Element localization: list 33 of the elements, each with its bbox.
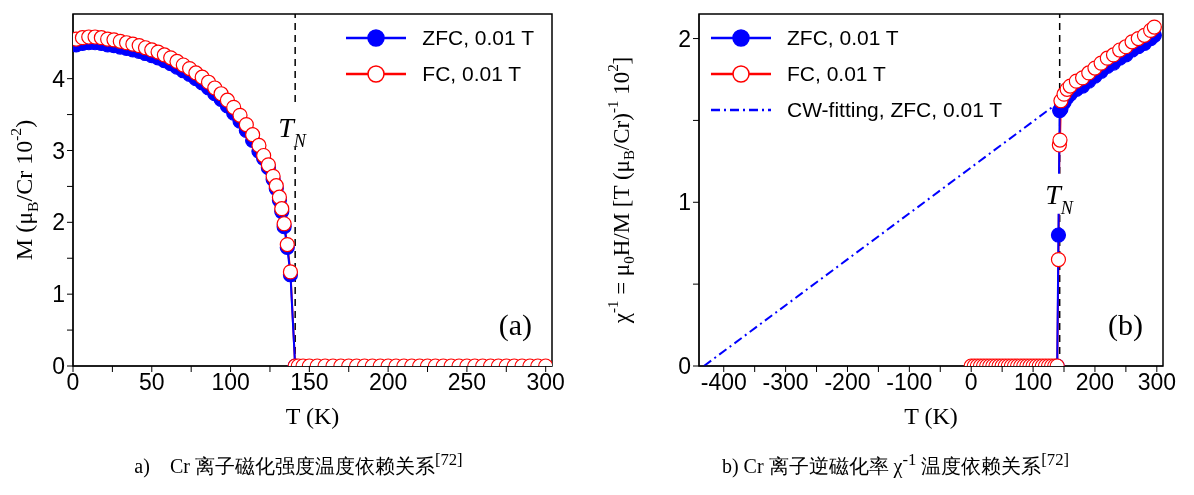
x-tick-label: -200	[824, 369, 871, 396]
x-tick-label: 100	[211, 369, 250, 396]
y-tick-label: 2	[52, 209, 65, 236]
x-tick-label: 50	[138, 369, 165, 396]
x-axis-title: T (K)	[285, 403, 340, 429]
legend-label: CW-fitting, ZFC, 0.01 T	[787, 97, 1003, 123]
x-tick-label: 100	[1013, 369, 1053, 396]
legend-label: FC, 0.01 T	[787, 61, 886, 87]
y-tick-label: 4	[52, 65, 66, 92]
x-tick-label: 200	[1075, 369, 1115, 396]
legend-label: ZFC, 0.01 T	[422, 25, 534, 51]
x-tick-label: 300	[526, 369, 565, 396]
text: b) Cr 离子逆磁化率 χ$^{-1}$ 温度依赖关系$^{[72]}$	[720, 450, 1071, 480]
legend-label: FC, 0.01 T	[422, 61, 522, 87]
y-tick-label: 3	[52, 137, 65, 164]
annotation: (b)	[1108, 308, 1143, 342]
x-tick-label: 150	[290, 369, 329, 396]
annotation: T$_{N}$	[278, 111, 307, 151]
x-tick-label: -100	[886, 369, 933, 396]
legend-label: ZFC, 0.01 T	[787, 25, 899, 51]
y-tick-label: 2	[678, 25, 691, 52]
x-tick-label: 300	[1137, 369, 1176, 396]
x-tick-label: 0	[964, 369, 978, 396]
x-tick-label: -300	[762, 369, 809, 396]
x-tick-label: 250	[447, 369, 487, 396]
x-axis-title: T (K)	[904, 403, 958, 429]
text: a) Cr 离子磁化强度温度依赖关系$^{[72]}$	[133, 450, 464, 480]
annotation: (a)	[498, 308, 532, 342]
x-tick-label: 200	[368, 369, 408, 396]
y-tick-label: 1	[52, 281, 65, 308]
y-tick-label: 1	[678, 189, 691, 216]
annotation: T$_{N}$	[1045, 178, 1074, 218]
x-tick-label: -400	[700, 369, 747, 396]
